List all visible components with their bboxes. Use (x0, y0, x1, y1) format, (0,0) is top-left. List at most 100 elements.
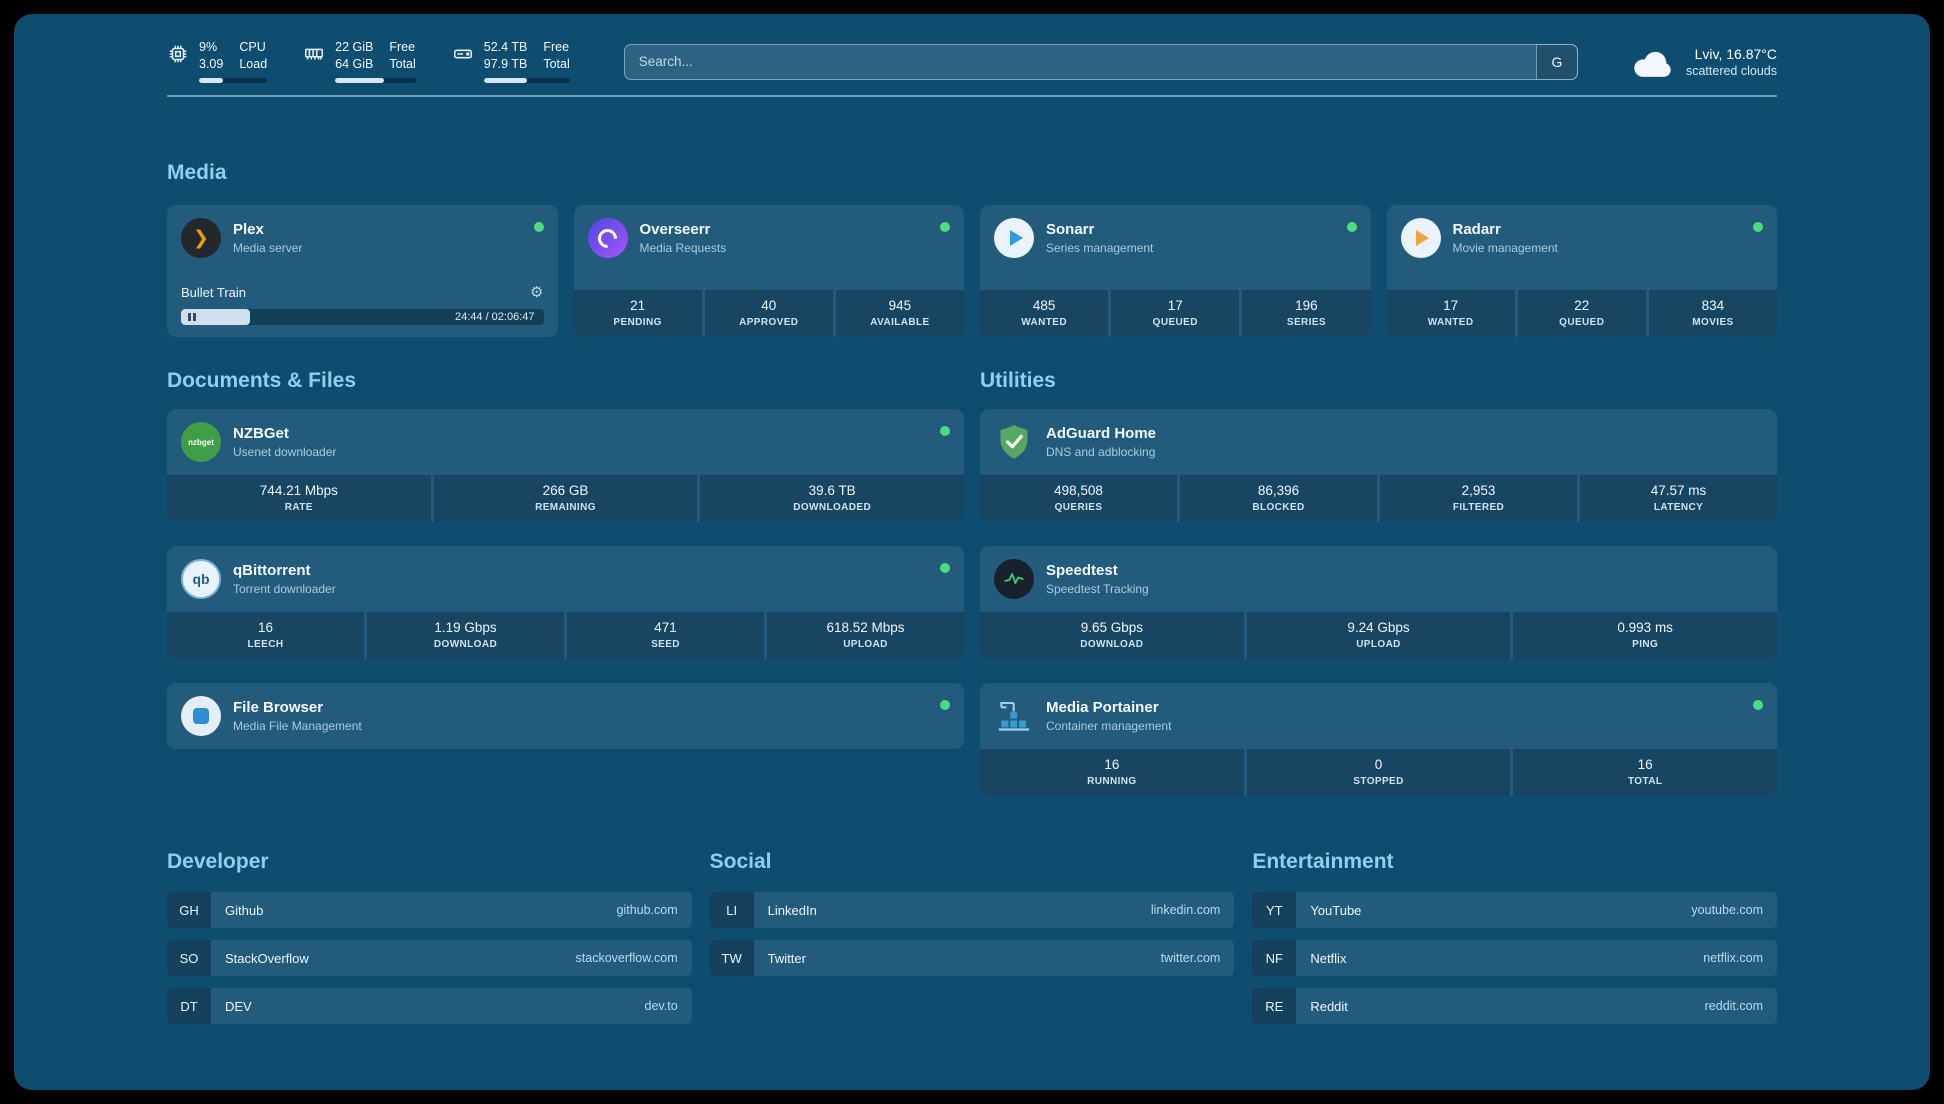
status-dot (1753, 222, 1763, 233)
disk-free-value: 52.4 TB (483, 40, 528, 54)
status-dot (940, 222, 950, 233)
service-name: Overseerr (639, 221, 711, 239)
stat-label: STOPPED (1353, 776, 1404, 788)
bookmark-link[interactable]: RE Reddit reddit.com (1252, 988, 1777, 1025)
sonarr-titles: Sonarr Series management (1046, 221, 1153, 255)
plex-card-header: ❯ Plex Media server (167, 205, 558, 271)
adguard-stats: 498,508 QUERIES 86,396 BLOCKED 2,953 FIL… (980, 475, 1777, 523)
stat-label: PING (1632, 639, 1659, 651)
service-card-overseerr[interactable]: Overseerr Media Requests 21 PENDING 40 A… (573, 205, 964, 338)
stat-label: RUNNING (1087, 776, 1137, 788)
service-card-qbittorrent[interactable]: qb qBittorrent Torrent downloader 16 LEE… (167, 546, 964, 660)
status-dot (1346, 222, 1357, 233)
disk-drive-icon (452, 43, 474, 65)
cpu-label: CPU (239, 40, 266, 54)
stat: 945 AVAILABLE (835, 290, 964, 338)
service-card-nzbget[interactable]: nzbget NZBGet Usenet downloader 744.21 M… (167, 409, 964, 523)
bookmark-group-developer: Developer GH Github github.com SO StackO… (167, 850, 692, 1036)
search-input[interactable] (623, 43, 1578, 80)
section-title-developer: Developer (167, 850, 269, 874)
disk-total-value: 97.9 TB (483, 56, 528, 71)
stat: 16 TOTAL (1513, 749, 1777, 797)
stat-label: LATENCY (1653, 502, 1704, 514)
bookmark-name: StackOverflow (225, 950, 309, 966)
stat: 86,396 BLOCKED (1180, 475, 1377, 523)
stat-label: FILTERED (1452, 502, 1505, 514)
bookmark-link[interactable]: NF Netflix netflix.com (1252, 940, 1777, 977)
speedtest-titles: Speedtest Speedtest Tracking (1046, 562, 1149, 596)
radarr-stats: 17 WANTED 22 QUEUED 834 MOVIES (1386, 290, 1777, 338)
stat-label: QUEUED (1152, 317, 1198, 329)
stat-label: SEED (651, 639, 680, 651)
service-card-adguard[interactable]: AdGuard Home DNS and adblocking 498,508 … (980, 409, 1777, 523)
service-card-speedtest[interactable]: Speedtest Speedtest Tracking 9.65 Gbps D… (980, 546, 1777, 660)
cpu-widget: 9% 3.09 CPU Load (167, 40, 268, 84)
service-name: NZBGet (233, 425, 289, 443)
bookmark-link[interactable]: SO StackOverflow stackoverflow.com (167, 940, 692, 977)
service-name: Media Portainer (1046, 699, 1159, 717)
section-title-utilities: Utilities (980, 369, 1056, 393)
service-card-filebrowser[interactable]: File Browser Media File Management (167, 683, 964, 750)
cpu-progress-bar (199, 78, 268, 84)
disk-widget-body: 52.4 TB 97.9 TB Free Total (483, 40, 570, 84)
bookmark-link[interactable]: DT DEV dev.to (167, 988, 692, 1025)
service-card-plex[interactable]: ❯ Plex Media server Bullet Train ⚙ (167, 205, 558, 338)
overseerr-stats: 21 PENDING 40 APPROVED 945 AVAILABLE (573, 290, 964, 338)
service-card-portainer[interactable]: Media Portainer Container management 16 … (980, 683, 1777, 797)
bookmark-url: twitter.com (1160, 951, 1221, 966)
bookmark-group-entertainment: Entertainment YT YouTube youtube.com NF … (1252, 850, 1777, 1036)
bookmark-abbr: TW (709, 940, 754, 977)
bookmark-link[interactable]: YT YouTube youtube.com (1252, 892, 1777, 929)
bookmark-url: dev.to (644, 999, 678, 1014)
speedtest-stats: 9.65 Gbps DOWNLOAD 9.24 Gbps UPLOAD 0.99… (980, 612, 1777, 660)
adguard-shield-icon (994, 422, 1034, 462)
portainer-card-header: Media Portainer Container management (980, 683, 1777, 749)
service-card-radarr[interactable]: Radarr Movie management 17 WANTED 22 QUE… (1386, 205, 1777, 338)
plex-now-playing: Bullet Train ⚙ 24:44 / 02:06:47 (167, 283, 558, 337)
stat-value: 1.19 Gbps (434, 620, 497, 636)
bookmark-url: netflix.com (1703, 951, 1763, 966)
search-bar: G (623, 43, 1578, 80)
service-subtitle: Usenet downloader (233, 445, 337, 460)
bookmark-name: Github (225, 902, 264, 918)
memory-ram-icon (303, 43, 325, 65)
stat-label: DOWNLOAD (1080, 639, 1144, 651)
stat: 22 QUEUED (1517, 290, 1646, 338)
stat-value: 86,396 (1257, 483, 1300, 499)
playback-progress-bar[interactable]: 24:44 / 02:06:47 (181, 309, 544, 326)
system-widgets: 9% 3.09 CPU Load (167, 40, 570, 84)
stat-value: 471 (654, 620, 677, 636)
stat-label: DOWNLOADED (793, 502, 872, 514)
memory-widget-body: 22 GiB 64 GiB Free Total (335, 40, 416, 84)
stat-value: 266 GB (542, 483, 589, 499)
stat-label: QUEUED (1559, 317, 1605, 329)
stat: 47.57 ms LATENCY (1580, 475, 1777, 523)
disk-free-label: Free (543, 40, 570, 54)
gear-icon[interactable]: ⚙ (530, 284, 544, 302)
stat: 2,953 FILTERED (1380, 475, 1577, 523)
weather-location: Lviv, 16.87°C (1694, 45, 1777, 62)
search-provider-button[interactable]: G (1535, 43, 1578, 80)
stat-value: 47.57 ms (1650, 483, 1707, 499)
stat-value: 618.52 Mbps (826, 620, 905, 636)
service-card-sonarr[interactable]: Sonarr Series management 485 WANTED 17 Q… (980, 205, 1371, 338)
stat-value: 834 (1701, 298, 1725, 314)
now-playing-title: Bullet Train (181, 284, 247, 300)
bookmark-name: Netflix (1310, 950, 1347, 966)
bookmark-link[interactable]: LI LinkedIn linkedin.com (709, 892, 1235, 929)
bookmark-link[interactable]: TW Twitter twitter.com (709, 940, 1235, 977)
section-title-media: Media (167, 161, 227, 185)
bookmark-url: linkedin.com (1150, 903, 1221, 918)
nzbget-card-header: nzbget NZBGet Usenet downloader (167, 409, 964, 475)
bookmark-abbr: SO (167, 940, 211, 977)
section-title-social: Social (709, 850, 772, 874)
header-divider (167, 95, 1777, 98)
nzbget-logo-icon: nzbget (181, 422, 221, 463)
memory-widget: 22 GiB 64 GiB Free Total (303, 40, 416, 84)
sonarr-stats: 485 WANTED 17 QUEUED 196 SERIES (980, 290, 1371, 338)
cpu-widget-body: 9% 3.09 CPU Load (199, 40, 268, 84)
stat-value: 2,953 (1461, 483, 1496, 499)
stat-value: 9.24 Gbps (1347, 620, 1410, 636)
bookmark-link[interactable]: GH Github github.com (167, 892, 692, 929)
stat-label: SERIES (1286, 317, 1326, 329)
